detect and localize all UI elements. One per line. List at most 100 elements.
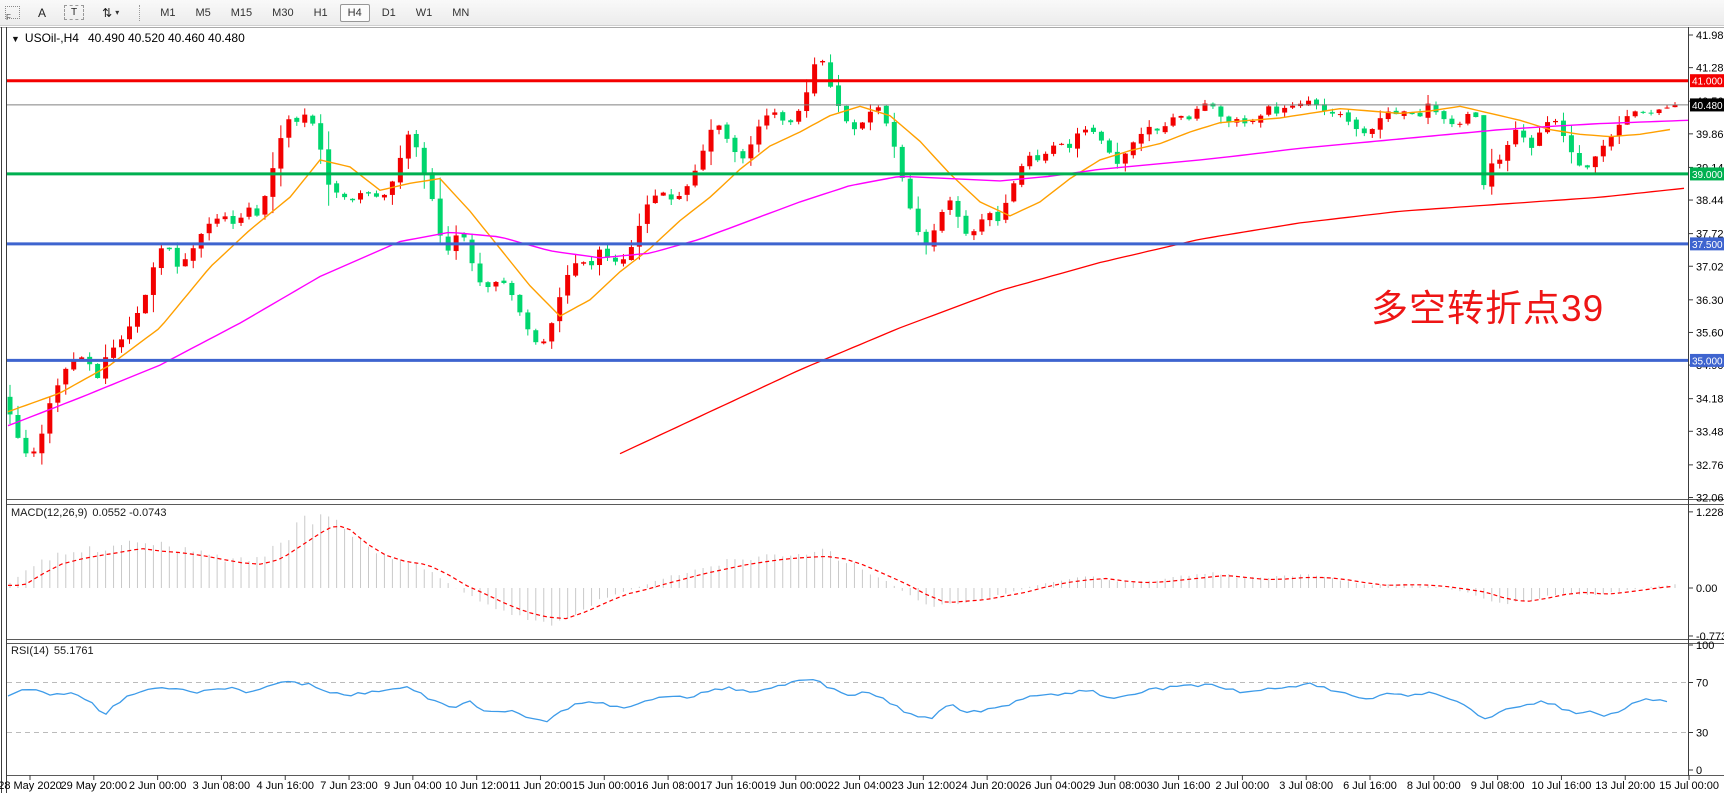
- candle-body: [166, 247, 172, 250]
- candle-body: [652, 195, 658, 204]
- candle-body: [1027, 155, 1033, 167]
- candle-body: [111, 347, 117, 358]
- candle-body: [1481, 115, 1487, 186]
- candle-body: [1226, 116, 1232, 123]
- timeframe-h1-button[interactable]: H1: [306, 4, 336, 22]
- candle-body: [294, 117, 300, 122]
- candle-body: [7, 396, 13, 415]
- candle-body: [732, 137, 738, 153]
- x-axis-tick-label: 28 May 2020: [0, 780, 62, 792]
- candle-body: [931, 230, 937, 247]
- candle-body: [573, 263, 579, 276]
- candle-body: [397, 157, 403, 183]
- candle-body: [1314, 99, 1320, 106]
- chart-title: ▼ USOil-,H4 40.490 40.520 40.460 40.480: [11, 31, 245, 45]
- candle-body: [1473, 112, 1479, 118]
- candle-body: [1306, 100, 1312, 106]
- candle-body: [1672, 104, 1678, 108]
- candle-body: [358, 193, 364, 200]
- candle-body: [891, 122, 897, 147]
- y-axis-tick-label: 36.300: [1696, 295, 1724, 307]
- timeframe-m1-button[interactable]: M1: [152, 4, 183, 22]
- candle-body: [1051, 145, 1057, 154]
- candle-body: [15, 415, 21, 438]
- candle-body: [1290, 105, 1296, 108]
- rsi-value: 55.1761: [53, 645, 94, 657]
- macd-axis-label: -0.7738: [1696, 631, 1724, 643]
- candle-body: [389, 181, 395, 195]
- candle-body: [39, 433, 45, 454]
- timeframe-mn-button[interactable]: MN: [444, 4, 477, 22]
- y-axis-tick-label: 41.280: [1696, 63, 1724, 75]
- candle-body: [1513, 129, 1519, 145]
- timeframe-w1-button[interactable]: W1: [408, 4, 441, 22]
- x-axis-tick-label: 2 Jul 00:00: [1215, 780, 1269, 792]
- candle-body: [716, 125, 722, 130]
- x-axis-tick-label: 13 Jul 20:00: [1595, 780, 1655, 792]
- font-tool-button[interactable]: A: [31, 3, 53, 23]
- candle-body: [748, 144, 754, 159]
- x-axis-tick-label: 11 Jun 20:00: [509, 780, 572, 792]
- x-axis-tick-label: 29 May 20:00: [60, 780, 127, 792]
- candle-body: [334, 183, 340, 193]
- candle-body: [859, 122, 865, 129]
- toolbar-grip-icon[interactable]: F: [5, 6, 20, 22]
- candle-body: [1537, 132, 1543, 146]
- y-axis-tick-label: 39.860: [1696, 129, 1724, 141]
- timeframe-d1-button[interactable]: D1: [374, 4, 404, 22]
- candle-body: [612, 257, 618, 262]
- candle-body: [1321, 104, 1327, 112]
- candle-body: [549, 323, 555, 342]
- candle-body: [270, 168, 276, 197]
- timeframe-group: M1 M5 M15 M30 H1 H4 D1 W1 MN: [150, 3, 479, 22]
- candle-body: [1186, 116, 1192, 120]
- timeframe-m5-button[interactable]: M5: [187, 4, 218, 22]
- x-axis-tick-label: 26 Jun 04:00: [1019, 780, 1083, 792]
- candle-body: [142, 294, 148, 314]
- symbol-dropdown-icon[interactable]: ▼: [11, 34, 20, 44]
- timeframe-m30-button[interactable]: M30: [264, 4, 301, 22]
- candle-body: [1130, 142, 1136, 156]
- candle-body: [1624, 116, 1630, 125]
- candle-body: [1640, 111, 1646, 113]
- price-level-badge-text: 35.000: [1692, 356, 1723, 367]
- price-level-badge-text: 41.000: [1692, 77, 1723, 88]
- candle-body: [541, 341, 547, 344]
- candle-body: [1098, 131, 1104, 141]
- candle-body: [1608, 137, 1614, 147]
- x-axis-tick-label: 10 Jun 12:00: [445, 780, 509, 792]
- grip-label: F: [6, 13, 11, 22]
- cursor-arrows-tool-button[interactable]: ⇅ ▾: [95, 3, 126, 23]
- candle-body: [1178, 115, 1184, 118]
- candle-body: [1170, 117, 1176, 126]
- candle-body: [501, 280, 507, 283]
- candle-body: [437, 198, 443, 236]
- candle-body: [1011, 183, 1017, 202]
- candle-body: [1353, 119, 1359, 130]
- candle-body: [1529, 137, 1535, 148]
- candle-body: [63, 368, 69, 385]
- price-level-badge-text: 40.480: [1692, 101, 1723, 112]
- candle-body: [1441, 111, 1447, 120]
- candle-body: [477, 263, 483, 283]
- candle-body: [1656, 109, 1662, 114]
- rsi-axis-label: 70: [1696, 678, 1708, 690]
- candle-body: [1274, 106, 1280, 114]
- candle-body: [350, 198, 356, 201]
- candle-body: [939, 211, 945, 231]
- candle-body: [987, 213, 993, 221]
- x-axis-tick-label: 15 Jul 00:00: [1659, 780, 1719, 792]
- candle-body: [413, 133, 419, 148]
- rsi-name: RSI(14): [11, 645, 49, 657]
- x-axis-tick-label: 7 Jun 23:00: [320, 780, 378, 792]
- timeframe-h4-button[interactable]: H4: [339, 4, 370, 22]
- y-axis-tick-label: 38.440: [1696, 195, 1724, 207]
- candle-body: [1568, 135, 1574, 153]
- text-label-tool-button[interactable]: T: [64, 5, 85, 20]
- candle-body: [772, 112, 778, 115]
- timeframe-m15-button[interactable]: M15: [223, 4, 260, 22]
- candle-body: [1003, 202, 1009, 220]
- candle-body: [174, 247, 180, 267]
- candle-body: [875, 107, 881, 111]
